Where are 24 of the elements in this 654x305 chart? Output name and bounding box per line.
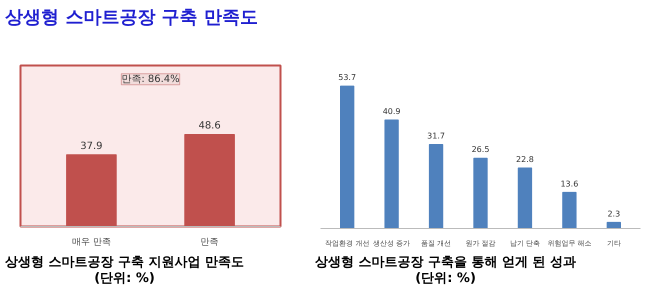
data-label: 13.6 (560, 179, 578, 188)
x-tick-label: 매우 만족 (72, 238, 111, 248)
text: 만족: 86.4% (121, 74, 180, 85)
data-label: 22.8 (516, 155, 534, 164)
bar (428, 144, 444, 228)
data-label: 31.7 (427, 131, 445, 140)
bar (562, 192, 577, 228)
bar (606, 222, 621, 228)
bar (473, 158, 488, 228)
text: 상생형 스마트공장 구축 지원사업 만족도 (5, 255, 244, 270)
bar (518, 168, 532, 228)
bar (340, 86, 354, 228)
data-label: 26.5 (472, 145, 490, 154)
data-label: 37.9 (80, 140, 103, 152)
data-label: 53.7 (338, 73, 356, 82)
text: (단위: %) (415, 271, 476, 286)
bar (384, 120, 399, 228)
data-label: 40.9 (382, 107, 401, 116)
text: 상생형 스마트공장 구축을 통해 얻게 된 성과 (315, 255, 576, 270)
text: (단위: %) (94, 271, 155, 286)
x-tick-label: 만족 (200, 238, 219, 248)
data-label: 2.3 (607, 209, 620, 218)
data-label: 48.6 (198, 120, 221, 132)
text: 상생형 스마트공장 구축 만족도 (5, 6, 258, 30)
